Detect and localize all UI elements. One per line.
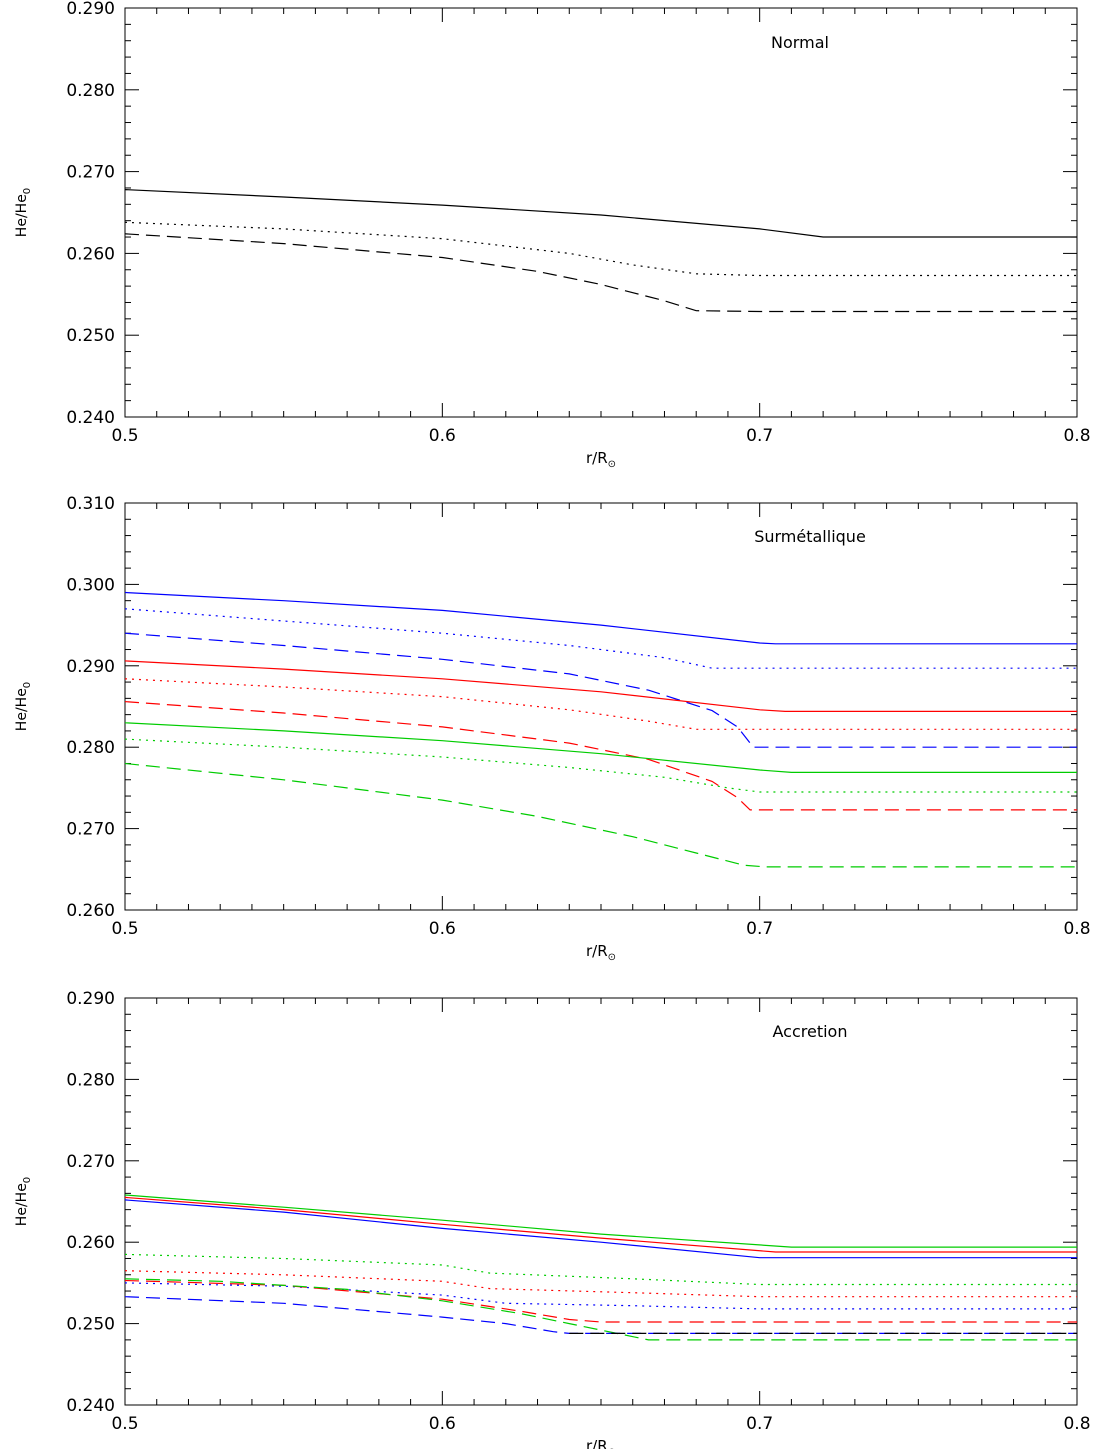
- series-line-8: [124, 1278, 1077, 1341]
- series-line-5: [124, 1270, 1077, 1298]
- x-tick-label: 0.6: [429, 919, 456, 939]
- series-line-2: [124, 1196, 1077, 1253]
- y-tick-label: 0.300: [66, 575, 115, 595]
- y-tick-label: 0.270: [66, 163, 115, 183]
- y-tick-label: 0.280: [66, 81, 115, 101]
- x-tick-label: 0.8: [1063, 426, 1090, 446]
- series-line-6: [124, 701, 1077, 811]
- y-tick-label: 0.240: [66, 408, 115, 428]
- chart-title: Normal: [771, 33, 829, 52]
- y-tick-label: 0.260: [66, 244, 115, 264]
- series-line-4: [124, 1253, 1077, 1286]
- y-tick-label: 0.250: [66, 326, 115, 346]
- x-axis-label-subscript: ⊙: [608, 459, 616, 470]
- plot-frame: [124, 7, 1078, 418]
- series-line-3: [124, 1194, 1077, 1248]
- x-tick-label: 0.7: [746, 1414, 773, 1434]
- chart-title: Surmétallique: [754, 527, 866, 546]
- y-tick-label: 0.260: [66, 901, 115, 921]
- x-tick-label: 0.7: [746, 426, 773, 446]
- x-axis-label-subscript: ⊙: [608, 952, 616, 963]
- series-line-9: [124, 762, 1077, 868]
- y-tick-label: 0.290: [66, 0, 115, 19]
- series-line-8: [124, 738, 1077, 793]
- series-line-6: [124, 1282, 1077, 1310]
- series-line-5: [124, 678, 1077, 730]
- series-line-7: [124, 722, 1077, 774]
- x-tick-label: 0.5: [111, 919, 138, 939]
- series-line-3: [124, 233, 1077, 313]
- y-tick-label: 0.260: [66, 1233, 115, 1253]
- series-line-7: [124, 1279, 1077, 1323]
- series-line-1: [124, 591, 1077, 645]
- x-axis-label: r/R⊙: [586, 1437, 616, 1449]
- series-line-3: [124, 632, 1077, 748]
- y-tick-label: 0.290: [66, 989, 115, 1009]
- x-tick-label: 0.8: [1063, 919, 1090, 939]
- x-tick-label: 0.8: [1063, 1414, 1090, 1434]
- series-line-1: [124, 1199, 1077, 1259]
- x-tick-label: 0.5: [111, 426, 138, 446]
- plot-frame: [124, 997, 1078, 1406]
- y-tick-label: 0.280: [66, 1070, 115, 1090]
- series-line-9: [124, 1296, 1077, 1335]
- chart-title: Accretion: [773, 1022, 848, 1041]
- series-line-1: [124, 189, 1077, 238]
- chart-panel-1: 0.5 0.6 0.7 0.8 0.240 0.250 0.260 0.270 0.280 0.2…: [14, 0, 1091, 470]
- plot-frame: [124, 502, 1078, 911]
- y-axis-label-subscript: 0: [22, 188, 33, 194]
- y-tick-label: 0.250: [66, 1315, 115, 1335]
- series-line-4: [124, 660, 1077, 713]
- y-axis-label: He/He0: [14, 1177, 33, 1226]
- y-tick-label: 0.240: [66, 1396, 115, 1416]
- chart-panel-2: 0.5 0.6 0.7 0.8 0.260 0.270 0.280 0.290 0.300 0.3…: [14, 494, 1091, 963]
- x-tick-label: 0.6: [429, 1414, 456, 1434]
- y-tick-label: 0.310: [66, 494, 115, 514]
- y-axis-label-subscript: 0: [22, 1177, 33, 1183]
- y-tick-label: 0.270: [66, 820, 115, 840]
- y-axis-label-subscript: 0: [22, 682, 33, 688]
- y-tick-label: 0.290: [66, 657, 115, 677]
- y-axis-label: He/He0: [14, 188, 33, 237]
- series-line-2: [124, 221, 1077, 277]
- x-tick-label: 0.6: [429, 426, 456, 446]
- x-axis-label-subscript: ⊙: [608, 1447, 616, 1449]
- y-axis-label: He/He0: [14, 682, 33, 731]
- series-line-2: [124, 608, 1077, 669]
- x-tick-label: 0.5: [111, 1414, 138, 1434]
- y-tick-label: 0.270: [66, 1152, 115, 1172]
- x-axis-label: r/R⊙: [586, 449, 616, 470]
- y-tick-label: 0.280: [66, 738, 115, 758]
- chart-panel-3: 0.5 0.6 0.7 0.8 0.240 0.250 0.260 0.270 0.280 0.2…: [14, 989, 1091, 1449]
- x-tick-label: 0.7: [746, 919, 773, 939]
- x-axis-label: r/R⊙: [586, 942, 616, 963]
